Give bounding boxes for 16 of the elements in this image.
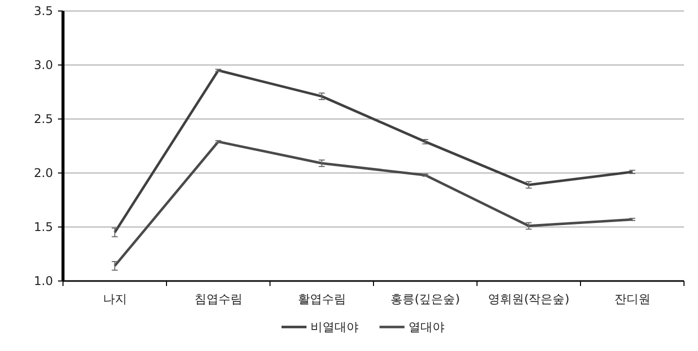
x-tick-label: 잔디원 [614, 292, 650, 306]
y-tick-label: 1.5 [34, 220, 53, 234]
x-tick-label: 침엽수림 [194, 292, 242, 306]
legend-label: 비열대야 [310, 320, 358, 334]
x-tick-label: 영휘원(작은숲) [488, 292, 570, 306]
line-series [114, 140, 634, 268]
line-series [114, 69, 634, 234]
x-tick-label: 홍릉(깊은숲) [390, 292, 460, 306]
y-tick-label: 3.5 [34, 4, 53, 18]
y-tick-label: 2.0 [34, 166, 53, 180]
y-tick-label: 2.5 [34, 112, 53, 126]
x-tick-label: 나지 [102, 292, 127, 306]
y-tick-label: 1.0 [34, 274, 53, 288]
legend-label: 열대야 [408, 320, 444, 334]
x-tick-label: 활엽수림 [298, 292, 346, 306]
y-tick-label: 3.0 [34, 58, 53, 72]
